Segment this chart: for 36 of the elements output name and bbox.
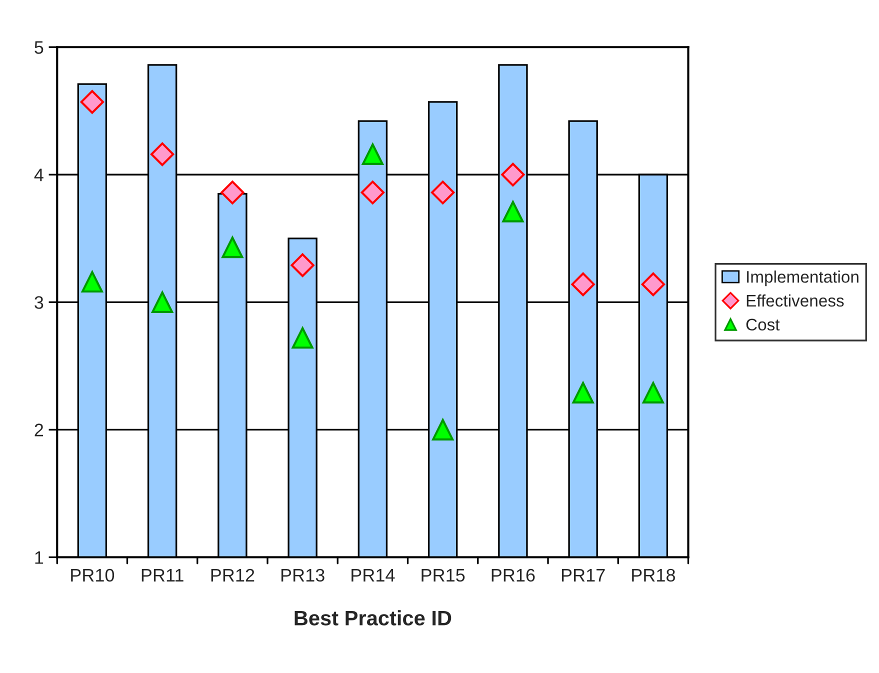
- point: [571, 272, 595, 296]
- x-axis-title: Best Practice ID: [294, 610, 452, 626]
- point: [220, 180, 244, 204]
- x-tick-label: PR18: [632, 568, 675, 582]
- x-tick-label: PR14: [352, 569, 395, 582]
- y-tick-label: 3: [34, 296, 44, 309]
- legend-label: Cost: [746, 318, 780, 331]
- point: [572, 382, 594, 404]
- point: [80, 90, 104, 114]
- x-tick-label: PR16: [492, 568, 535, 582]
- x-tick-label: PR11: [142, 569, 184, 582]
- point: [222, 236, 244, 258]
- y-tick-label: 1: [35, 551, 44, 564]
- legend-label: Effectiveness: [746, 294, 844, 307]
- x-tick-label: PR10: [71, 568, 114, 582]
- legend-label: Implementation: [747, 270, 858, 286]
- point: [81, 271, 103, 293]
- point: [360, 180, 385, 204]
- point: [362, 143, 384, 166]
- point: [290, 253, 314, 278]
- point: [501, 162, 525, 186]
- point: [430, 180, 455, 204]
- point: [292, 327, 314, 349]
- point: [150, 142, 174, 166]
- point: [502, 200, 524, 222]
- point: [152, 291, 174, 313]
- y-tick-label: 2: [34, 424, 44, 436]
- x-tick-label: PR17: [562, 569, 605, 582]
- y-tick-label: 4: [34, 168, 44, 182]
- x-tick-label: PR13: [281, 568, 324, 582]
- x-tick-label: PR12: [211, 568, 254, 582]
- point: [642, 382, 664, 404]
- point: [641, 272, 666, 296]
- y-tick-label: 5: [34, 41, 44, 54]
- x-tick-label: PR15: [422, 569, 465, 582]
- point: [432, 418, 454, 440]
